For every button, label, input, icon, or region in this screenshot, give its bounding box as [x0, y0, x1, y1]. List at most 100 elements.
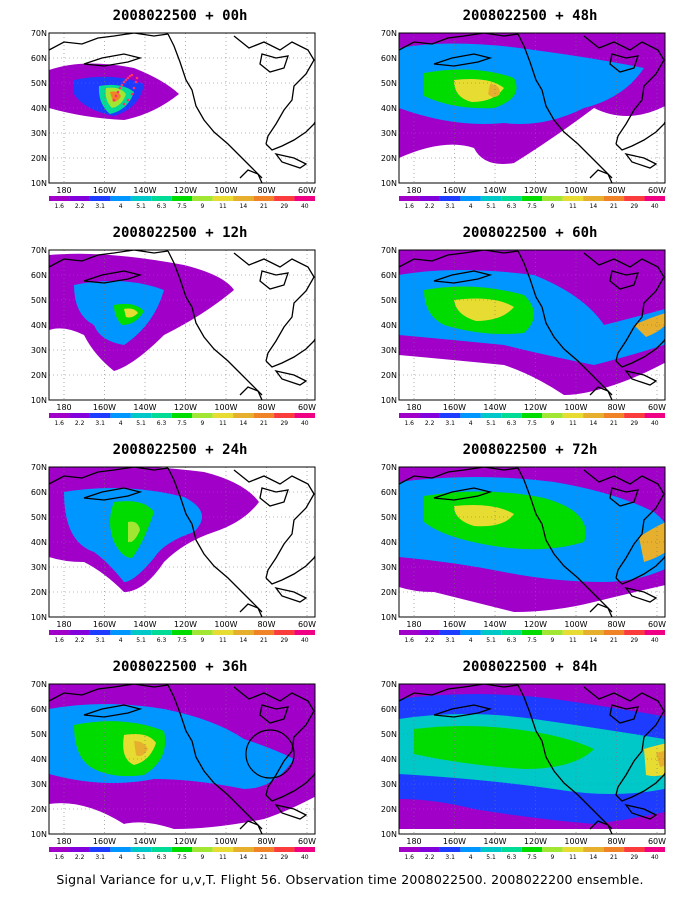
coastline	[583, 252, 665, 362]
panel-72h: 2008022500 + 72h 70N 60N 50N 40N 30N 20N 10N 18…	[380, 442, 680, 652]
colorbar-label: 7.5	[177, 854, 187, 859]
colorbar-swatch	[583, 413, 604, 418]
colorbar-swatch	[521, 196, 543, 201]
lon-tick-label: 80W	[607, 403, 625, 412]
colorbar-label: 2.2	[425, 637, 435, 642]
coastline	[583, 469, 665, 579]
panel-84h: 2008022500 + 84h 70N 60N 50N 40N 30N 20N 10N 18…	[380, 659, 680, 869]
colorbar-swatch	[480, 847, 502, 852]
variance-map: 70N 60N 50N 40N 30N 20N 10N 180 160W 140W 120W 100W…	[381, 463, 666, 642]
lon-tick-label: 120W	[524, 186, 547, 195]
lon-tick-label: 160W	[93, 403, 116, 412]
coastline	[83, 53, 143, 67]
flight-track-point	[135, 76, 139, 80]
colorbar-swatch	[480, 413, 502, 418]
colorbar-swatch	[151, 413, 172, 418]
colorbar-swatch	[253, 630, 275, 635]
flight-track-point	[126, 98, 130, 102]
colorbar-label: 14	[240, 637, 248, 642]
coastline	[433, 704, 493, 718]
lat-tick-label: 50N	[381, 730, 397, 739]
lat-tick-label: 30N	[31, 563, 47, 572]
panel-title: 2008022500 + 72h	[462, 442, 598, 458]
colorbar-swatch	[69, 630, 90, 635]
lat-tick-label: 20N	[31, 154, 47, 163]
colorbar-swatch	[603, 847, 625, 852]
coastline	[589, 603, 613, 617]
colorbar-swatch	[419, 413, 440, 418]
lat-tick-label: 50N	[31, 513, 47, 522]
lat-tick-label: 70N	[31, 463, 47, 472]
lat-tick-label: 10N	[31, 179, 47, 188]
lat-tick-label: 20N	[381, 805, 397, 814]
colorbar-swatch	[49, 630, 70, 635]
colorbar-swatch	[562, 196, 584, 201]
colorbar-swatch	[212, 847, 234, 852]
colorbar-swatch	[624, 413, 645, 418]
colorbar-swatch	[562, 413, 584, 418]
colorbar-swatch	[439, 630, 461, 635]
coastline	[233, 686, 315, 796]
coastline	[615, 771, 665, 802]
flight-track-point	[122, 102, 126, 106]
colorbar-label: 6.3	[157, 854, 167, 859]
colorbar-label: 29	[280, 203, 288, 208]
colorbar-swatch	[399, 847, 420, 852]
colorbar-swatch	[69, 413, 90, 418]
panel-48h: 2008022500 + 48h 70N 60N 50N 40N 30N 20N 10N 18…	[380, 8, 680, 218]
lat-tick-label: 30N	[381, 563, 397, 572]
coastline	[83, 704, 143, 718]
colorbar-label: 3.1	[445, 420, 455, 425]
colorbar-swatch	[151, 196, 172, 201]
lat-tick-label: 10N	[381, 396, 397, 405]
colorbar-swatch	[69, 847, 90, 852]
flight-track-point	[124, 78, 128, 82]
lat-tick-label: 30N	[381, 780, 397, 789]
lon-tick-label: 100W	[564, 186, 587, 195]
coastline	[274, 803, 308, 820]
lon-tick-label: 160W	[93, 186, 116, 195]
colorbar-swatch	[253, 847, 275, 852]
coastline	[517, 467, 613, 613]
lon-tick-label: 60W	[298, 186, 316, 195]
colorbar-label: 21	[260, 854, 268, 859]
lat-tick-label: 70N	[381, 680, 397, 689]
coastline	[399, 467, 519, 485]
flight-track-point	[122, 80, 126, 84]
colorbar-label: 1.6	[404, 637, 414, 642]
colorbar-label: 3.1	[95, 203, 105, 208]
coastline	[265, 771, 315, 802]
colorbar-swatch	[624, 196, 645, 201]
coastline	[239, 603, 263, 617]
lat-tick-label: 60N	[31, 488, 47, 497]
colorbar-swatch	[294, 413, 315, 418]
lat-tick-label: 50N	[31, 730, 47, 739]
lon-tick-label: 100W	[214, 837, 237, 846]
colorbar-swatch	[624, 630, 645, 635]
variance-contour	[634, 313, 665, 337]
coastline	[233, 35, 315, 145]
lon-tick-label: 120W	[174, 186, 197, 195]
lat-tick-label: 10N	[381, 830, 397, 839]
colorbar-swatch	[644, 196, 665, 201]
coastline	[609, 704, 639, 724]
flight-track-point	[116, 90, 120, 94]
colorbar-label: 14	[240, 203, 248, 208]
lat-tick-label: 10N	[31, 613, 47, 622]
lat-tick-label: 40N	[31, 321, 47, 330]
map-border	[398, 466, 666, 618]
lat-tick-label: 20N	[31, 588, 47, 597]
map-border	[398, 249, 666, 401]
lon-tick-label: 60W	[648, 837, 666, 846]
colorbar-swatch	[583, 630, 604, 635]
lon-tick-label: 160W	[443, 837, 466, 846]
colorbar-swatch	[151, 630, 172, 635]
variance-map: 70N 60N 50N 40N 30N 20N 10N 180 160W 140W 120W 100W…	[31, 680, 316, 859]
colorbar-swatch	[171, 847, 193, 852]
lon-tick-label: 120W	[174, 403, 197, 412]
lat-tick-label: 30N	[31, 780, 47, 789]
coastline	[239, 169, 263, 183]
colorbar-swatch	[603, 630, 625, 635]
colorbar-label: 2.2	[75, 637, 85, 642]
lat-tick-label: 20N	[381, 371, 397, 380]
